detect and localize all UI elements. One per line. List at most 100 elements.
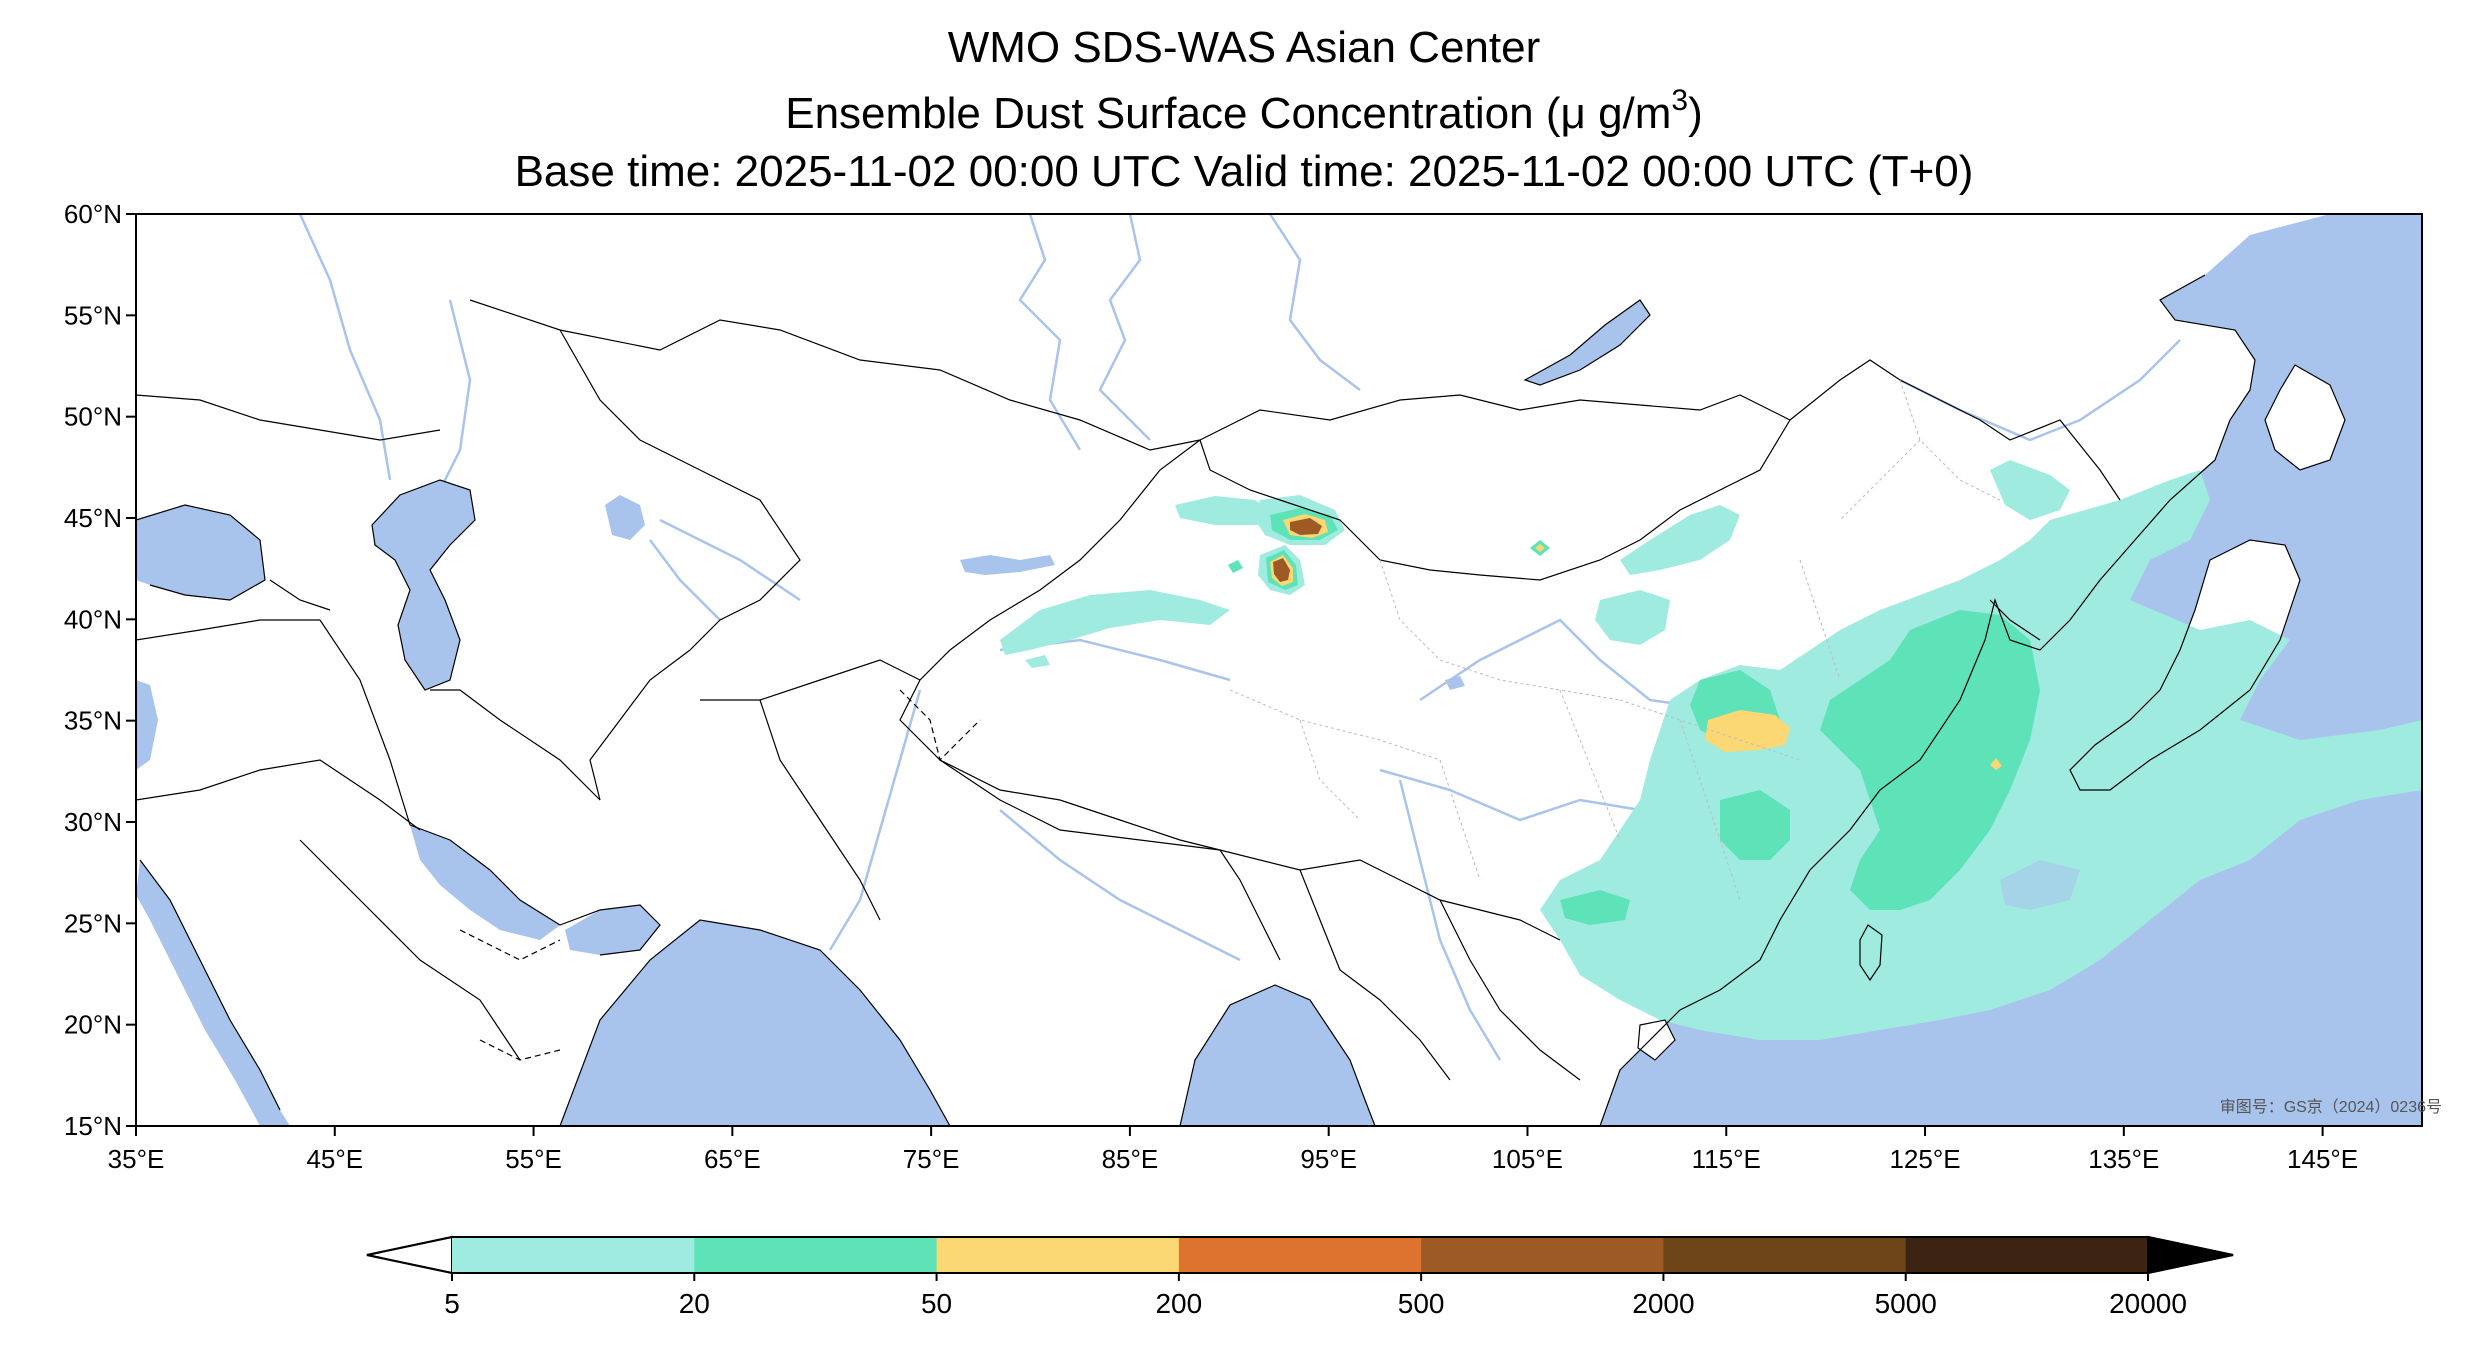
river-ganges xyxy=(999,809,1241,962)
river-ob xyxy=(1018,214,1082,451)
dust-inner-mongolia xyxy=(1620,505,1740,575)
border-afghanistan-pakistan xyxy=(700,659,921,921)
black-sea-coast xyxy=(136,504,266,601)
colorbar-label: 500 xyxy=(1398,1288,1445,1319)
latitude-axis: 60°N 55°N 50°N 45°N 40°N 35°N 30°N 25°N 20°N 15°N xyxy=(64,199,136,1141)
border-arabia xyxy=(136,759,521,1061)
river-ural xyxy=(438,299,472,491)
colorbar-over-triangle xyxy=(2147,1235,2234,1275)
border-china-west xyxy=(899,439,1561,941)
country-borders xyxy=(136,299,2121,1081)
map-frame xyxy=(135,213,2423,1127)
river-syr-darya xyxy=(659,518,801,602)
colorbar-label: 50 xyxy=(921,1288,952,1319)
dust-spot-mongolia-high xyxy=(1535,544,1545,552)
time-info: Base time: 2025-11-02 00:00 UTC Valid ti… xyxy=(514,147,1974,196)
colorbar-segment xyxy=(694,1237,938,1273)
dust-spot-west xyxy=(1025,655,1050,668)
lat-tick-label: 15°N xyxy=(64,1111,122,1141)
border-china-mongolia xyxy=(1199,419,1791,581)
japan-coast xyxy=(2069,364,2346,791)
dust-dzungaria-core-peak xyxy=(1290,518,1322,535)
dust-tarim-basin xyxy=(1000,590,1230,655)
lon-tick-label: 125°E xyxy=(1889,1144,1960,1174)
baikal-coast xyxy=(1523,299,1651,386)
colorbar-label: 20000 xyxy=(2109,1288,2187,1319)
border-korea xyxy=(1989,599,2041,641)
aral-sea xyxy=(605,495,645,540)
lon-tick-label: 105°E xyxy=(1492,1144,1563,1174)
dust-yellow-sea-spot xyxy=(1990,758,2002,770)
colorbar-segment xyxy=(452,1237,695,1273)
red-sea xyxy=(136,860,290,1126)
colorbar: 5 20 50 200 500 2000 5000 20000 xyxy=(366,1235,2234,1319)
lake-baikal xyxy=(1525,300,1650,385)
colorbar-under-triangle xyxy=(366,1235,453,1275)
lat-tick-label: 35°N xyxy=(64,706,122,736)
river-yenisei xyxy=(1268,214,1361,391)
lat-tick-label: 25°N xyxy=(64,908,122,938)
hainan-coast xyxy=(1637,1019,1676,1061)
border-north-europe xyxy=(136,394,441,441)
subtitle-superscript: 3 xyxy=(1671,84,1689,117)
chart-subtitle: Ensemble Dust Surface Concentration (μ g… xyxy=(0,86,2488,140)
lat-tick-label: 20°N xyxy=(64,1010,122,1040)
border-caucasus-turkey xyxy=(136,579,331,641)
lon-tick-label: 135°E xyxy=(2088,1144,2159,1174)
river-irtysh xyxy=(1098,214,1151,441)
chart-title: WMO SDS-WAS Asian Center xyxy=(947,23,1541,72)
subtitle-text: Ensemble Dust Surface Concentration (μ g… xyxy=(785,89,1672,138)
colorbar-segments xyxy=(366,1235,2234,1275)
river-mekong xyxy=(1398,779,1502,1061)
lat-tick-label: 50°N xyxy=(64,402,122,432)
black-sea xyxy=(136,505,265,600)
colorbar-segment xyxy=(1421,1237,1664,1273)
colorbar-label: 2000 xyxy=(1632,1288,1694,1319)
colorbar-segment xyxy=(1178,1237,1422,1273)
lon-tick-label: 65°E xyxy=(704,1144,761,1174)
river-amu-darya xyxy=(649,539,721,621)
japan-land xyxy=(2070,365,2345,790)
lat-tick-label: 60°N xyxy=(64,199,122,229)
longitude-axis: 35°E 45°E 55°E 65°E 75°E 85°E 95°E 105°E 115°E 12… xyxy=(108,1126,2358,1174)
border-india-nepal xyxy=(939,759,1281,961)
lon-tick-label: 35°E xyxy=(108,1144,165,1174)
dust-turpan-peak xyxy=(1273,558,1290,582)
river-indus xyxy=(828,689,922,951)
lake-balkhash xyxy=(960,555,1055,575)
dust-east-asia-mid xyxy=(1560,610,2040,925)
lon-tick-label: 85°E xyxy=(1102,1144,1159,1174)
lat-tick-label: 40°N xyxy=(64,604,122,634)
arabian-sea xyxy=(560,920,950,1126)
province-borders xyxy=(1229,379,2001,901)
persian-gulf xyxy=(410,825,560,940)
caspian-sea xyxy=(372,480,475,690)
dust-concentration-contours xyxy=(1000,460,2422,1040)
border-russia-mongolia xyxy=(1199,394,1791,441)
colorbar-label: 5000 xyxy=(1875,1288,1937,1319)
colorbar-labels: 5 20 50 200 500 2000 5000 20000 xyxy=(444,1273,2187,1319)
coastlines xyxy=(136,274,2346,1126)
lat-tick-label: 55°N xyxy=(64,300,122,330)
border-russia-china-ne xyxy=(1789,359,2121,501)
lon-tick-label: 115°E xyxy=(1692,1144,1761,1174)
province-lines-west xyxy=(1229,689,1481,881)
colorbar-label: 20 xyxy=(679,1288,710,1319)
lat-tick-label: 30°N xyxy=(64,807,122,837)
province-lines-north xyxy=(1379,559,1621,841)
dust-dzungaria-west xyxy=(1175,496,1275,525)
arabia-dashed xyxy=(459,929,561,1061)
disputed-borders xyxy=(459,689,981,1061)
dust-northeast-china xyxy=(1990,460,2070,520)
bengal-coast xyxy=(1179,984,1376,1126)
mediterranean-sea xyxy=(136,680,158,770)
border-central-asia xyxy=(559,329,801,801)
colorbar-segment xyxy=(1663,1237,1907,1273)
dust-korea-japan-low xyxy=(2000,860,2080,910)
kashmir-line xyxy=(899,689,981,762)
arabia-coast xyxy=(139,824,661,1111)
gulf-of-oman xyxy=(565,905,660,955)
lat-tick-label: 45°N xyxy=(64,503,122,533)
hainan-land xyxy=(1638,1020,1675,1060)
